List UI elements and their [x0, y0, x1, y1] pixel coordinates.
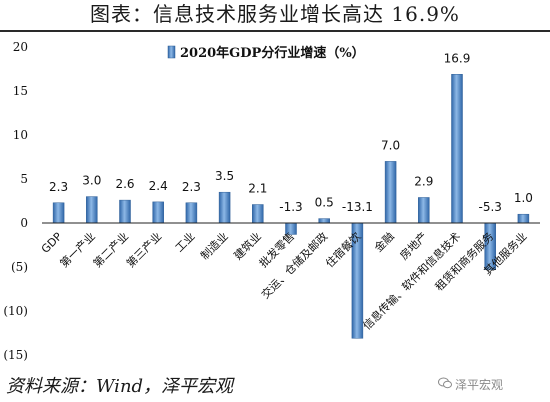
- x-tick-label: 工业: [173, 230, 198, 255]
- y-tick-label: 5: [20, 172, 28, 186]
- data-label: 16.9: [444, 51, 471, 65]
- data-label: 2.3: [182, 180, 201, 194]
- data-label: 0.5: [315, 196, 334, 210]
- bar-series: [52, 74, 530, 339]
- title-divider: [0, 30, 550, 32]
- x-tick-label: 制造业: [197, 229, 230, 262]
- bar: [318, 218, 330, 224]
- x-tick-label: 第三产业: [123, 229, 164, 270]
- bar: [152, 201, 164, 224]
- data-label: 1.0: [514, 191, 533, 205]
- y-tick-label: (15): [3, 348, 28, 362]
- data-label: -5.3: [478, 200, 501, 214]
- data-label: 3.0: [82, 174, 101, 188]
- y-axis: (15) (10) (5) 0 5 10 15 20: [3, 40, 28, 362]
- x-tick-label: 第一产业: [57, 229, 98, 270]
- category-labels: GDP第一产业第二产业第三产业 工业 制造业 建筑业批发零售交运、仓储及邮政住宿餐饮金…: [39, 229, 530, 332]
- chart-legend: 2020年GDP分行业增速（%）: [167, 45, 365, 61]
- bar: [451, 74, 463, 224]
- y-tick-label: 20: [13, 40, 28, 54]
- watermark-label: 泽平宏观: [455, 378, 504, 392]
- data-label: 2.1: [248, 182, 267, 196]
- bar: [86, 196, 98, 224]
- legend-label: 2020年GDP分行业增速（%）: [180, 45, 365, 61]
- y-tick-label: (10): [3, 304, 28, 318]
- bar: [119, 199, 131, 224]
- x-tick-label: 建筑业: [231, 229, 264, 262]
- data-label: 7.0: [381, 138, 400, 152]
- data-label: 2.3: [49, 180, 68, 194]
- y-tick-label: 15: [13, 84, 28, 98]
- wechat-icon: [438, 377, 452, 389]
- legend-swatch: [167, 45, 176, 59]
- x-tick-label: 第二产业: [90, 229, 131, 270]
- x-tick-label: GDP: [39, 230, 65, 256]
- page-title: 图表：信息技术服务业增长高达 16.9%: [90, 2, 460, 26]
- bar-chart: (15) (10) (5) 0 5 10 15 20 2020年GDP分行业增速（%） 2.3…: [3, 40, 540, 362]
- bar: [52, 202, 65, 224]
- data-label: 2.9: [414, 174, 433, 188]
- y-tick-label: (5): [11, 260, 28, 274]
- x-tick-label: 房地产: [397, 229, 430, 262]
- bar: [384, 161, 397, 224]
- bar: [252, 204, 264, 224]
- y-tick-label: 0: [20, 216, 28, 230]
- bar: [185, 202, 198, 224]
- bar: [418, 197, 430, 224]
- data-label: 3.5: [215, 169, 234, 183]
- data-label: 2.4: [149, 179, 168, 193]
- data-label: -13.1: [342, 200, 373, 214]
- data-label: 2.6: [115, 177, 134, 191]
- x-tick-label: 金融: [371, 229, 396, 254]
- data-label: -1.3: [279, 200, 302, 214]
- value-labels: 2.3 3.0 2.6 2.4 2.3 3.5 2.1 -1.3 0.5 -13.1 7.0 2.9 1…: [49, 51, 533, 214]
- y-tick-label: 10: [13, 128, 28, 142]
- bar: [517, 213, 530, 224]
- bar: [218, 191, 231, 224]
- source-note: 资料来源：Wind，泽平宏观: [6, 376, 234, 397]
